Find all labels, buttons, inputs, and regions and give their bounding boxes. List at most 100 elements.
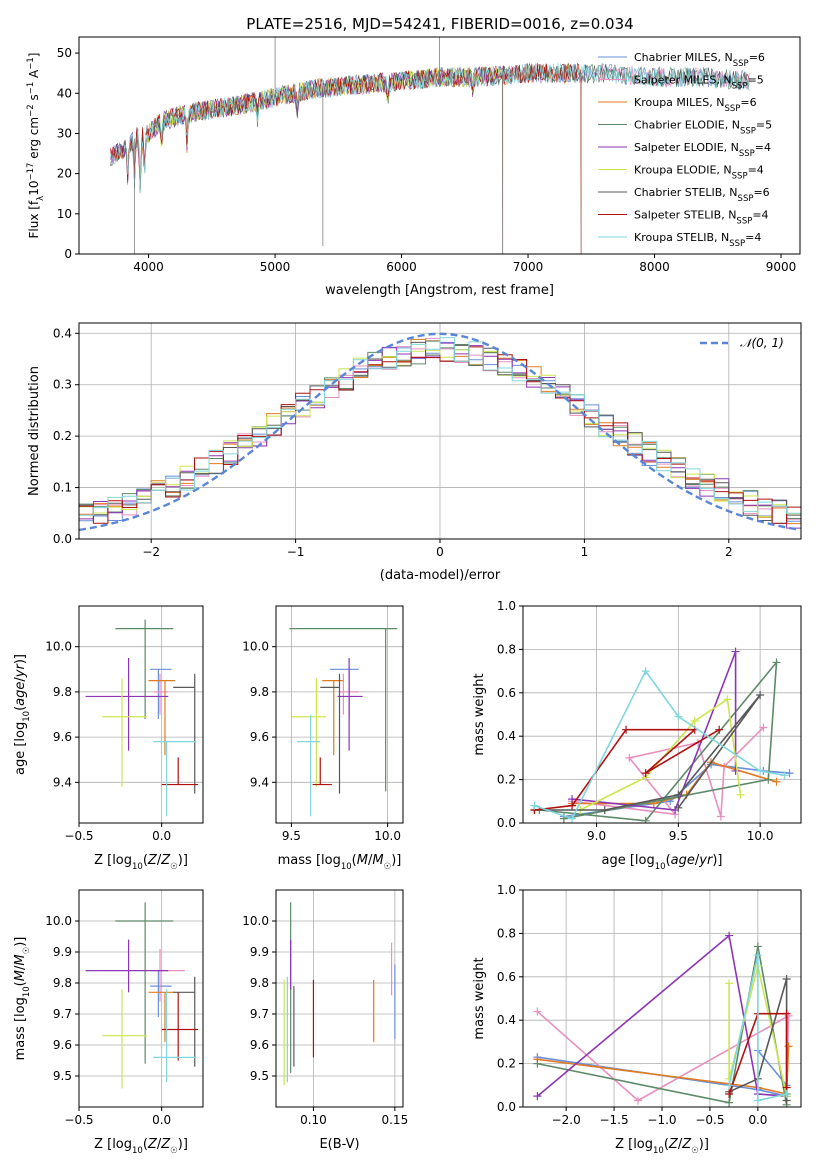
x-tick-label: 0.15 [381, 1113, 408, 1127]
x-tick-label: 6000 [386, 260, 417, 274]
y-tick-label: 9.4 [53, 775, 72, 789]
x-tick-label: −1.5 [599, 1113, 628, 1127]
y-axis-label: mass [log10(M/M☉)] [13, 937, 32, 1061]
x-axis-label: Z [log10(Z/Z☉)] [615, 1137, 709, 1156]
weight-marker [756, 766, 765, 775]
residuals-plot-area [79, 332, 801, 532]
legend-label: Kroupa STELIB, NSSP=4 [634, 231, 761, 249]
residuals-axes: −2 −1 0 1 2 0.0 0.1 0.2 0.3 0.4 𝒩(0, 1) (data-model… [27, 322, 802, 583]
weight-marker [625, 753, 634, 762]
legend-label: Salpeter STELIB, NSSP=4 [634, 209, 769, 227]
weight-marker [725, 931, 734, 940]
y-axis-label: mass weight [472, 957, 487, 1039]
weight-marker [533, 1007, 542, 1016]
x-tick-label: 0 [436, 545, 444, 559]
errorbar-point [85, 939, 169, 993]
x-tick-label: −1 [287, 545, 305, 559]
weight-marker [782, 974, 791, 983]
weight-series [530, 667, 789, 823]
weight-marker [764, 775, 773, 784]
weight-line [534, 694, 761, 811]
weight-marker [716, 812, 725, 821]
y-tick-label: 0.6 [497, 686, 516, 700]
age-vs-Z-grid [78, 606, 203, 823]
errorbar-point [161, 992, 199, 1061]
x-tick-label: 0.0 [152, 829, 171, 843]
errorbar-point [115, 619, 174, 720]
errorbar-point [173, 673, 196, 794]
weight-marker [533, 1059, 542, 1068]
weight-marker [715, 725, 724, 734]
x-tick-label: 0.0 [748, 1113, 767, 1127]
weight-marker [759, 723, 768, 732]
age-vs-mass-frame [275, 605, 404, 824]
weight-vs-Z-plot-area [533, 931, 793, 1107]
weight-marker [641, 769, 650, 778]
errorbar-point [148, 679, 175, 756]
x-axis-label: (data-model)/error [380, 568, 501, 583]
x-tick-label: 10.0 [374, 829, 401, 843]
spectrum-axes: 4000 5000 6000 7000 8000 9000 0 10 20 30 40 50 Chabr… [26, 36, 801, 298]
errorbar-point [148, 991, 175, 1042]
weight-marker [533, 1092, 542, 1101]
x-tick-label: 9.5 [282, 829, 301, 843]
age-vs-mass-plot-area [289, 628, 398, 817]
y-tick-label: 9.5 [53, 1069, 72, 1083]
y-tick-label: 50 [57, 46, 72, 60]
x-tick-label: −2 [142, 545, 160, 559]
weight-line [728, 954, 787, 1102]
errorbar-point [85, 657, 169, 751]
x-axis-label: age [log10(age/yr)] [602, 853, 723, 872]
spectrum-plot-area [110, 37, 750, 254]
y-tick-label: 10.0 [45, 914, 72, 928]
y-axis-label: Flux [fλ10−17 erg cm−2 s−1 A−1] [26, 53, 46, 239]
weight-series [725, 951, 791, 1105]
weight-marker [784, 1042, 793, 1051]
weight-marker [785, 769, 794, 778]
x-axis-label: Z [log10(Z/Z☉)] [94, 1137, 188, 1156]
histogram-series [79, 337, 801, 516]
x-axis-label: mass [log10(M/M☉)] [278, 853, 402, 872]
y-tick-label: 10.0 [242, 640, 269, 654]
weight-marker [622, 725, 631, 734]
weight-series [530, 725, 724, 814]
y-tick-label: 9.6 [53, 730, 72, 744]
y-tick-label: 0.3 [53, 378, 72, 392]
y-tick-label: 0.4 [497, 729, 516, 743]
weight-vs-age-frame [522, 605, 802, 824]
x-tick-label: −0.5 [64, 1113, 93, 1127]
y-tick-label: 9.8 [53, 685, 72, 699]
errorbar-point [320, 673, 341, 794]
y-tick-label: 0.2 [53, 429, 72, 443]
weight-marker [772, 777, 781, 786]
errorbar-point [150, 668, 172, 720]
mass-vs-Z-plot-area [85, 902, 199, 1089]
weight-marker [725, 1081, 734, 1090]
legend-label: Salpeter MILES, NSSP=5 [634, 74, 764, 92]
y-tick-label: 9.6 [250, 1038, 269, 1052]
y-tick-label: 0.6 [497, 970, 516, 984]
y-tick-label: 0.8 [497, 926, 516, 940]
legend-label: Kroupa MILES, NSSP=6 [634, 96, 757, 114]
weight-marker [780, 771, 789, 780]
weight-vs-age-grid [523, 605, 801, 824]
weight-marker [530, 801, 539, 810]
weight-marker [725, 1098, 734, 1107]
spectrum-line [110, 62, 750, 193]
y-tick-label: 0.2 [497, 1057, 516, 1071]
weight-marker [674, 803, 683, 812]
x-tick-label: 9000 [766, 260, 797, 274]
weight-marker [641, 667, 650, 676]
weight-marker [753, 942, 762, 951]
weight-marker [725, 979, 734, 988]
weight-series [725, 1009, 791, 1098]
y-tick-label: 9.8 [250, 976, 269, 990]
weight-vs-Z-axes: −2.0 −1.5 −1.0 −0.5 0.0 0.0 0.2 0.4 0.6 0.8 1.0 Z [… [472, 883, 802, 1156]
x-tick-label: 4000 [133, 260, 164, 274]
y-tick-label: 10 [57, 207, 72, 221]
y-tick-label: 0.8 [497, 642, 516, 656]
mass-vs-Z-axes: −0.5 0.0 9.5 9.6 9.7 9.8 9.9 10.0 Z [log10(Z/Z☉)… [13, 889, 204, 1156]
y-tick-label: 9.8 [250, 685, 269, 699]
age-vs-Z-plot-area [85, 619, 199, 817]
figure-title: PLATE=2516, MJD=54241, FIBERID=0016, z=0… [246, 15, 633, 33]
